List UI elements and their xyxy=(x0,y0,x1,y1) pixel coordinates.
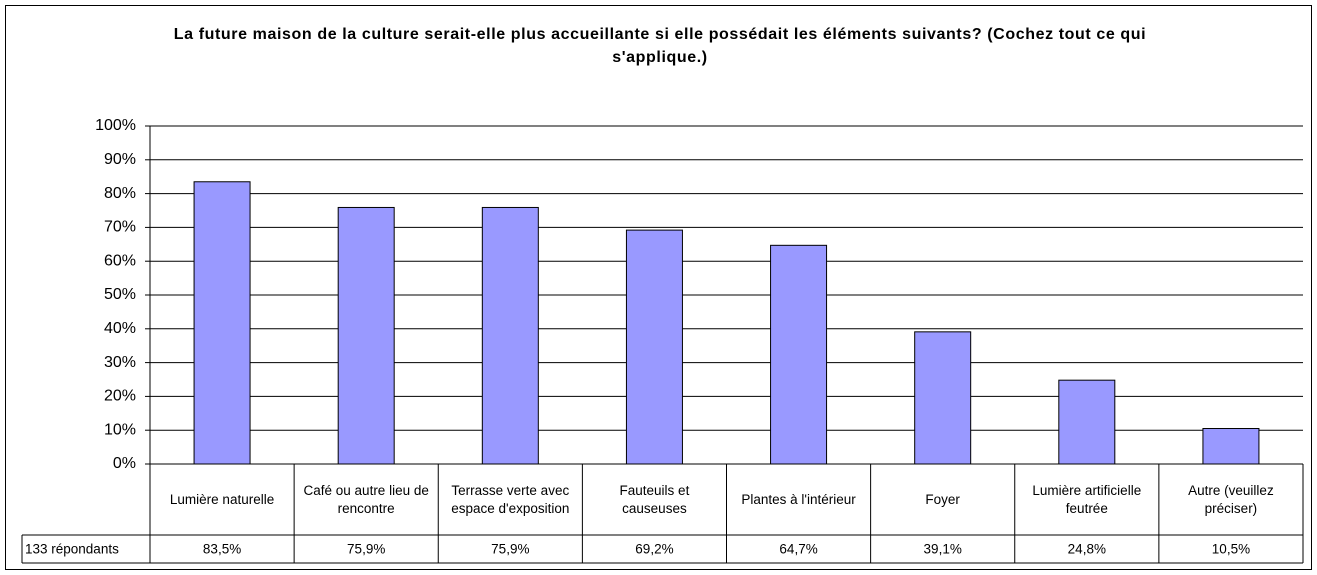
bar xyxy=(481,206,539,465)
value-label: 10,5% xyxy=(1212,542,1250,557)
bar xyxy=(337,206,395,465)
x-tick-label: Autre (veuillez préciser) xyxy=(1188,482,1274,516)
value-label: 24,8% xyxy=(1068,542,1106,557)
x-tick-label: Fauteuils et causeuses xyxy=(619,482,690,516)
y-tick-label: 80% xyxy=(104,185,136,202)
bar xyxy=(625,229,683,465)
chart-title: La future maison de la culture serait-el… xyxy=(173,26,1147,66)
y-tick-label: 90% xyxy=(104,151,136,168)
x-tick-label: Foyer xyxy=(925,491,960,507)
x-tick-label: Café ou autre lieu de rencontre xyxy=(303,482,429,516)
value-label: 69,2% xyxy=(635,542,673,557)
x-tick-label: Lumière artificielle feutrée xyxy=(1032,482,1142,516)
bar xyxy=(1202,428,1260,465)
x-tick-label: Terrasse verte avec espace d'exposition xyxy=(451,482,570,516)
y-tick-label: 100% xyxy=(95,117,136,134)
y-tick-label: 20% xyxy=(104,388,136,405)
x-tick-label: Plantes à l'intérieur xyxy=(741,491,856,507)
value-label: 83,5% xyxy=(203,542,241,557)
y-tick-label: 50% xyxy=(104,286,136,303)
bar xyxy=(193,181,251,465)
value-label: 64,7% xyxy=(779,542,817,557)
value-label: 75,9% xyxy=(491,542,529,557)
y-tick-label: 70% xyxy=(104,219,136,236)
y-tick-label: 60% xyxy=(104,252,136,269)
value-label: 39,1% xyxy=(924,542,962,557)
bar xyxy=(770,244,828,465)
y-tick-label: 0% xyxy=(113,455,136,472)
y-tick-label: 10% xyxy=(104,421,136,438)
table-row-label: 133 répondants xyxy=(25,542,119,557)
value-label: 75,9% xyxy=(347,542,385,557)
bar xyxy=(1058,379,1116,465)
y-tick-label: 40% xyxy=(104,320,136,337)
bar xyxy=(914,331,972,465)
y-tick-label: 30% xyxy=(104,354,136,371)
x-tick-label: Lumière naturelle xyxy=(169,491,275,507)
